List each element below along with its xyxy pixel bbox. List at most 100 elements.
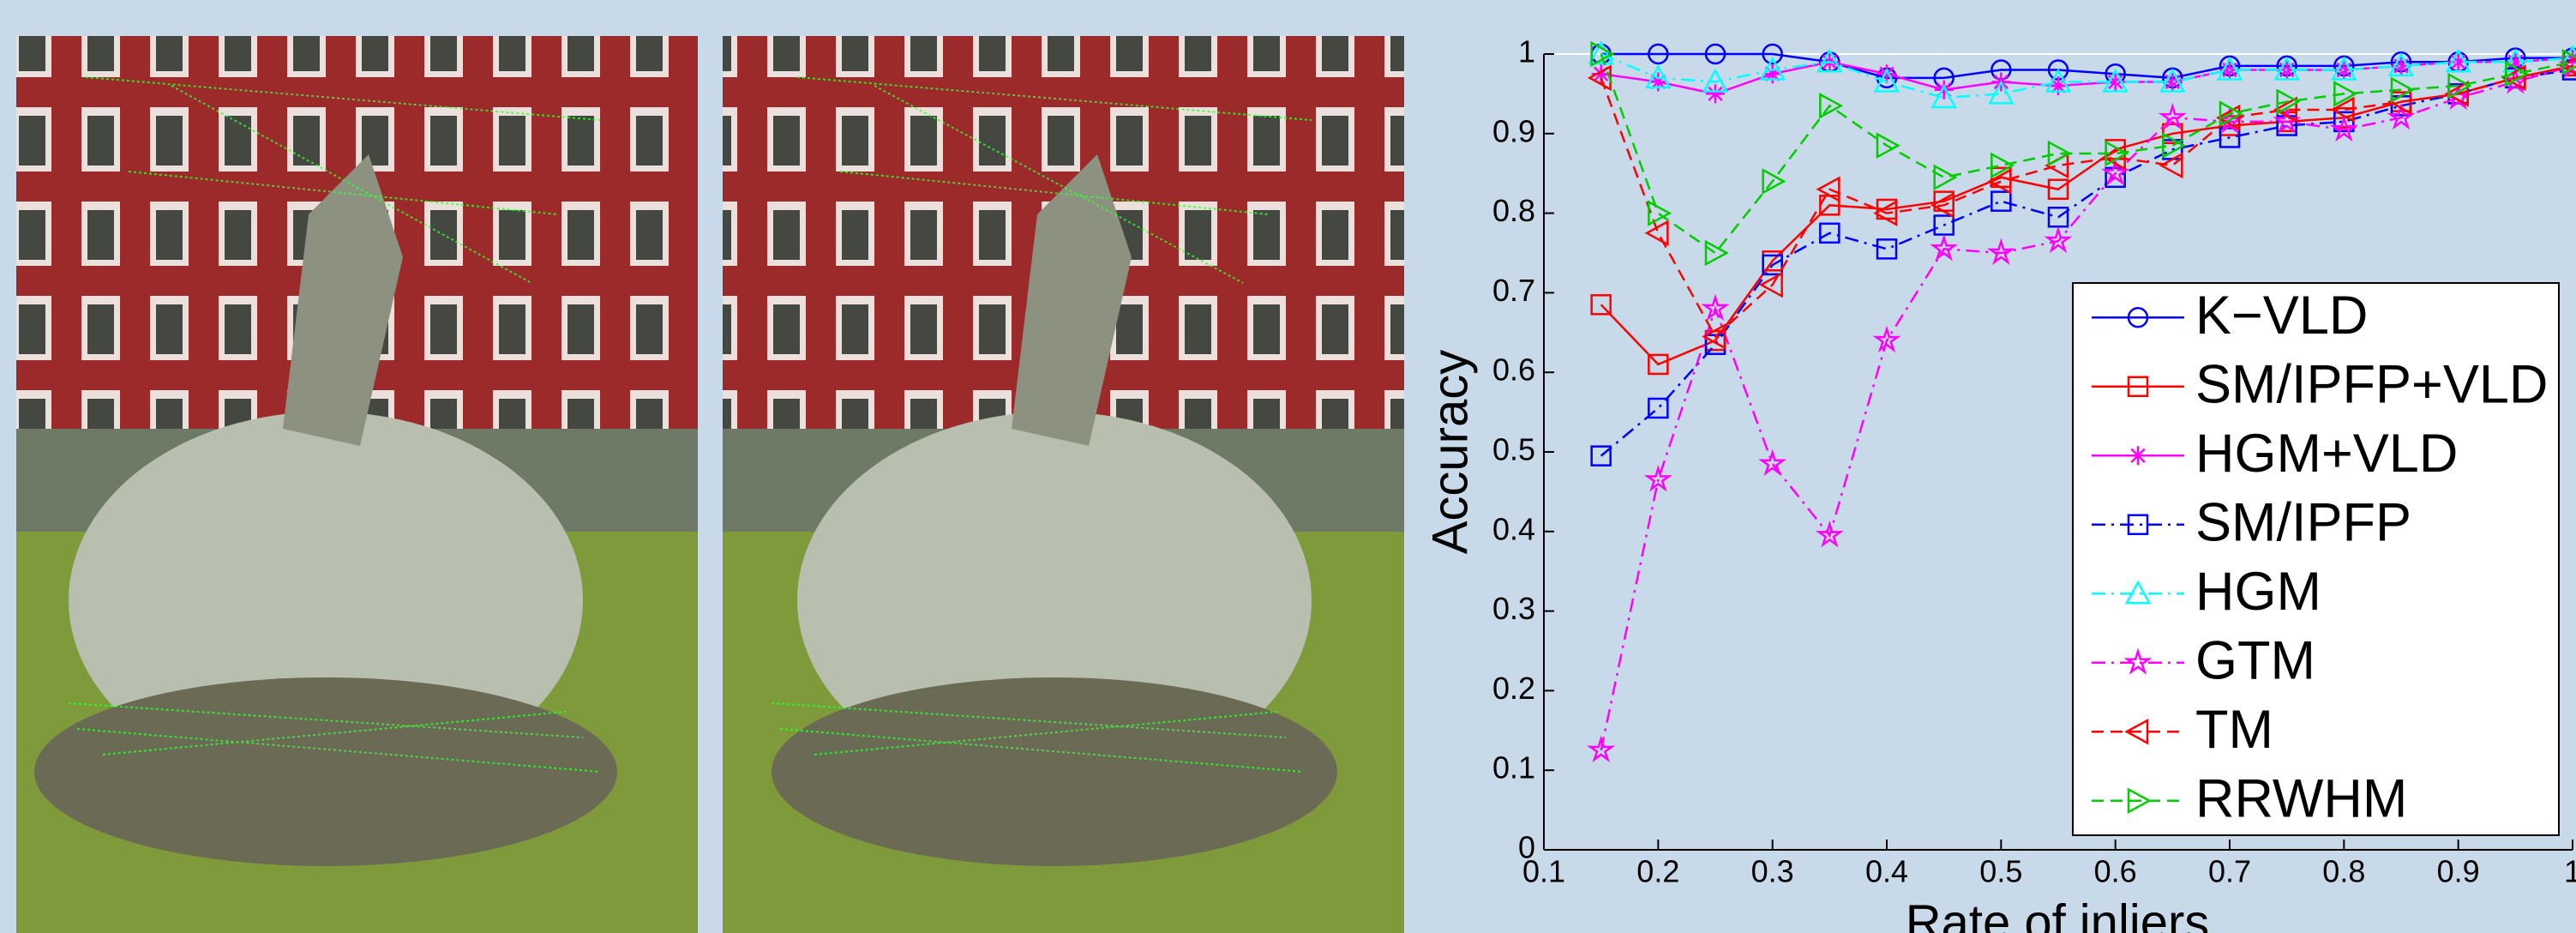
marker	[1816, 48, 1843, 73]
series	[1590, 43, 2576, 89]
marker	[2387, 52, 2415, 77]
marker	[2162, 132, 2187, 160]
y-tick-label: 0.6	[1492, 352, 1535, 388]
marker	[2559, 57, 2576, 75]
marker	[1648, 397, 1669, 419]
marker	[2216, 56, 2243, 81]
y-tick-label: 0.5	[1492, 432, 1535, 467]
marker	[2105, 166, 2126, 189]
marker	[2273, 56, 2300, 81]
marker	[1758, 448, 1787, 476]
marker	[1991, 152, 2015, 179]
y-axis-label: Accuracy	[1422, 350, 1478, 555]
marker	[2273, 96, 2297, 123]
marker	[1762, 168, 1786, 195]
marker	[1991, 190, 2012, 212]
marker	[2129, 446, 2147, 466]
marker	[1876, 238, 1898, 260]
marker	[2101, 144, 2126, 171]
y-tick-label: 0.3	[1492, 591, 1535, 626]
marker	[2158, 102, 2187, 130]
marker	[2044, 226, 2073, 254]
marker	[2127, 514, 2149, 535]
marker	[1986, 238, 2015, 266]
legend-box	[2072, 282, 2560, 836]
marker	[2501, 64, 2526, 92]
marker	[2506, 52, 2525, 72]
marker	[1876, 132, 1900, 160]
marker	[1648, 200, 1672, 226]
marker	[1590, 294, 1612, 316]
marker	[2558, 51, 2576, 78]
series-line	[1600, 52, 2573, 99]
marker	[2276, 88, 2301, 115]
marker	[2219, 127, 2241, 148]
marker	[2219, 100, 2243, 127]
legend-label: HGM	[2195, 562, 2321, 622]
series	[1588, 40, 2576, 109]
marker	[1988, 80, 2015, 105]
series	[1587, 51, 2576, 763]
marker	[1933, 164, 1958, 191]
legend-label: HGM+VLD	[2195, 424, 2458, 484]
x-tick-label: 0.9	[2437, 854, 2480, 889]
marker	[1588, 40, 1614, 65]
marker	[1590, 445, 1612, 466]
marker	[2159, 152, 2183, 179]
marker	[1648, 353, 1669, 376]
marker	[1816, 176, 1840, 203]
marker	[2561, 48, 2576, 75]
marker	[2501, 67, 2530, 94]
marker	[1702, 323, 1726, 350]
marker	[1591, 64, 1611, 84]
marker	[1643, 465, 1672, 492]
x-tick-label: 0.3	[1751, 854, 1794, 889]
marker	[2127, 787, 2152, 815]
marker	[1762, 64, 1782, 84]
marker	[1590, 40, 1615, 68]
marker	[2444, 81, 2469, 107]
marker	[2331, 56, 2357, 81]
marker	[1987, 168, 2012, 195]
marker	[2049, 76, 2068, 96]
marker	[2392, 56, 2411, 75]
marker	[1644, 220, 1669, 247]
marker	[2124, 580, 2152, 605]
legend-label: K−VLD	[2195, 286, 2368, 346]
y-tick-label: 1	[1518, 34, 1535, 69]
marker	[2445, 48, 2471, 73]
marker	[1819, 93, 1844, 119]
marker	[1758, 271, 1783, 298]
marker	[2127, 307, 2149, 328]
legend-label: RRWHM	[2195, 768, 2407, 828]
marker	[1873, 68, 1900, 93]
y-tick-label: 0.8	[1492, 193, 1535, 228]
marker	[2047, 140, 2072, 167]
marker	[1648, 43, 1669, 65]
marker	[2163, 72, 2183, 92]
x-axis-label: Rate of inliers	[1906, 894, 2210, 933]
marker	[2448, 52, 2468, 72]
marker	[2215, 106, 2244, 134]
marker	[1645, 64, 1672, 89]
photo-left	[16, 36, 698, 933]
series	[1590, 40, 2576, 267]
marker	[1648, 72, 1668, 92]
marker	[1587, 735, 1616, 763]
y-tick-label: 0.7	[1492, 273, 1535, 308]
marker	[2047, 178, 2069, 201]
marker	[2329, 114, 2358, 142]
marker	[2333, 81, 2358, 107]
legend-label: GTM	[2195, 630, 2315, 690]
series	[1587, 57, 2576, 350]
photo-right	[723, 36, 1404, 933]
marker	[1702, 68, 1729, 93]
marker	[1815, 521, 1844, 548]
x-tick-label: 0.8	[2322, 854, 2365, 889]
y-tick-label: 0.9	[1492, 113, 1535, 148]
marker	[1872, 325, 1901, 353]
marker	[1930, 192, 1955, 219]
marker	[2273, 106, 2302, 134]
